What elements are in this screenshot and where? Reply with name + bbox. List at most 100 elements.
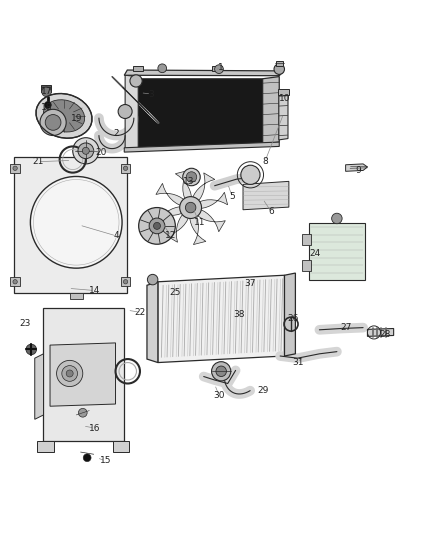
Polygon shape xyxy=(200,192,228,208)
Polygon shape xyxy=(121,277,131,286)
Circle shape xyxy=(332,213,342,224)
Polygon shape xyxy=(119,84,127,92)
Text: 2: 2 xyxy=(113,129,119,138)
Text: 11: 11 xyxy=(194,219,205,228)
Text: 14: 14 xyxy=(89,286,100,295)
Polygon shape xyxy=(146,110,156,120)
Circle shape xyxy=(215,65,223,74)
Polygon shape xyxy=(198,210,225,232)
Circle shape xyxy=(124,280,128,284)
Circle shape xyxy=(180,197,201,219)
Polygon shape xyxy=(166,215,188,243)
Polygon shape xyxy=(14,157,127,293)
Polygon shape xyxy=(158,275,285,362)
Polygon shape xyxy=(147,282,158,362)
Text: 10: 10 xyxy=(279,94,290,103)
Polygon shape xyxy=(175,171,191,198)
Polygon shape xyxy=(121,164,131,173)
Circle shape xyxy=(57,360,83,386)
Text: 3: 3 xyxy=(148,90,154,99)
Polygon shape xyxy=(113,77,124,88)
Circle shape xyxy=(45,115,61,130)
Polygon shape xyxy=(112,77,123,88)
Polygon shape xyxy=(113,441,129,452)
Polygon shape xyxy=(147,111,157,122)
Text: 21: 21 xyxy=(32,157,43,166)
Text: 30: 30 xyxy=(213,391,225,400)
Polygon shape xyxy=(127,91,132,96)
Text: 12: 12 xyxy=(165,231,177,240)
Polygon shape xyxy=(193,173,215,200)
Polygon shape xyxy=(124,89,131,95)
Circle shape xyxy=(212,362,231,381)
Polygon shape xyxy=(41,85,51,92)
Circle shape xyxy=(118,104,132,118)
Polygon shape xyxy=(131,96,134,99)
Polygon shape xyxy=(142,107,149,114)
Polygon shape xyxy=(113,78,124,88)
Polygon shape xyxy=(37,441,54,452)
Polygon shape xyxy=(143,108,151,116)
Circle shape xyxy=(44,101,51,108)
Text: 18: 18 xyxy=(41,103,52,111)
Polygon shape xyxy=(278,89,289,95)
Circle shape xyxy=(185,203,196,213)
Text: 5: 5 xyxy=(229,192,235,201)
Text: 17: 17 xyxy=(41,87,52,96)
Circle shape xyxy=(42,87,51,96)
Text: 22: 22 xyxy=(135,308,146,317)
Polygon shape xyxy=(302,234,311,245)
Polygon shape xyxy=(123,87,130,94)
Polygon shape xyxy=(134,98,136,100)
Polygon shape xyxy=(138,103,143,107)
Polygon shape xyxy=(279,92,288,140)
Circle shape xyxy=(158,64,166,72)
Circle shape xyxy=(78,143,94,159)
Polygon shape xyxy=(140,104,145,109)
Circle shape xyxy=(40,109,66,135)
Text: 16: 16 xyxy=(89,424,100,433)
Text: 9: 9 xyxy=(356,166,362,175)
Polygon shape xyxy=(154,207,181,223)
Polygon shape xyxy=(141,106,147,111)
Circle shape xyxy=(82,147,89,154)
Text: 4: 4 xyxy=(113,231,119,240)
Ellipse shape xyxy=(36,93,92,138)
Text: 29: 29 xyxy=(257,386,268,395)
Polygon shape xyxy=(148,112,158,123)
Polygon shape xyxy=(121,85,129,93)
Text: 23: 23 xyxy=(19,319,30,328)
Circle shape xyxy=(13,280,17,284)
Polygon shape xyxy=(148,112,159,124)
Text: 15: 15 xyxy=(100,456,111,465)
Polygon shape xyxy=(116,80,126,91)
Text: 27: 27 xyxy=(340,323,351,332)
Polygon shape xyxy=(50,343,116,406)
Circle shape xyxy=(149,218,165,234)
Circle shape xyxy=(148,274,158,285)
Polygon shape xyxy=(276,61,283,66)
Polygon shape xyxy=(302,260,311,271)
Text: 24: 24 xyxy=(309,249,321,258)
Polygon shape xyxy=(367,328,394,336)
Text: 8: 8 xyxy=(262,157,268,166)
Circle shape xyxy=(13,166,17,171)
Polygon shape xyxy=(115,79,125,90)
Polygon shape xyxy=(35,354,43,419)
Polygon shape xyxy=(136,79,263,151)
Circle shape xyxy=(83,454,91,462)
Circle shape xyxy=(62,366,78,381)
Circle shape xyxy=(241,165,260,184)
Text: 19: 19 xyxy=(71,114,83,123)
Circle shape xyxy=(66,370,73,377)
Ellipse shape xyxy=(43,100,85,132)
Circle shape xyxy=(30,176,122,268)
Polygon shape xyxy=(133,66,144,71)
Text: 28: 28 xyxy=(379,330,391,338)
Text: 20: 20 xyxy=(95,149,107,157)
Text: 25: 25 xyxy=(170,288,181,297)
Polygon shape xyxy=(212,66,222,71)
Text: 1: 1 xyxy=(218,63,224,72)
Polygon shape xyxy=(346,164,367,171)
Text: 6: 6 xyxy=(268,207,274,216)
